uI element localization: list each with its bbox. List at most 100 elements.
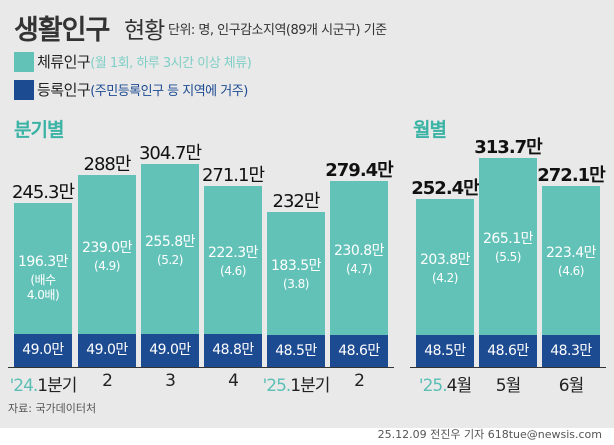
bar: 183.5만 (3.8) 48.5만	[267, 212, 325, 367]
legend-label: 등록인구	[37, 81, 91, 99]
stay-value: 183.5만	[271, 258, 321, 275]
bar: 223.4만 (4.6) 48.3만	[542, 185, 600, 367]
multiplier-label: (3.8)	[283, 277, 309, 292]
year-prefix: '24.	[9, 376, 39, 396]
unit-note: 단위: 명, 인구감소지역(89개 시군구) 기준	[168, 23, 387, 38]
x-tick-label: 3	[130, 371, 210, 391]
bar-segment-registered: 48.5만	[267, 334, 325, 367]
stay-value: 196.3만	[18, 253, 68, 270]
bar-segment-registered: 48.8만	[204, 334, 262, 367]
period-label: 4	[228, 371, 239, 391]
stay-label: 239.0만 (4.9)	[78, 237, 136, 274]
x-tick-label: 5월	[468, 371, 548, 396]
total-label: 232만	[272, 191, 321, 213]
stay-value: 222.3만	[208, 245, 258, 262]
bar-segment-stay	[141, 163, 199, 335]
stay-value: 255.8만	[145, 234, 195, 251]
bar: 265.1만 (5.5) 48.6만	[479, 157, 537, 367]
stay-value: 230.8만	[334, 242, 384, 259]
stay-label: 196.3만 (배수 4.0배)	[14, 251, 72, 303]
period-label: 2	[102, 371, 113, 391]
stay-value: 265.1만	[483, 231, 533, 248]
total-label: 252.4만	[411, 177, 480, 199]
credit-line: 25.12.09 전진우 기자 618tue@newsis.com	[377, 428, 602, 441]
chart-title: 생활인구	[14, 15, 110, 46]
x-tick-label: '25.1분기	[256, 371, 336, 396]
total-label: 313.7만	[474, 136, 543, 158]
total-label: 288만	[83, 153, 132, 175]
legend-note: (주민등록인구 등 지역에 거주)	[90, 84, 248, 99]
period-label: 4월	[446, 376, 472, 396]
stay-label: 203.8만 (4.2)	[416, 249, 474, 286]
multiplier-label: (4.9)	[94, 258, 120, 273]
stay-value: 203.8만	[420, 251, 470, 268]
legend-item-stay: 체류인구 (월 1회, 하루 3시간 이상 체류)	[14, 51, 252, 72]
registered-value: 48.6만	[338, 342, 380, 359]
legend-label: 체류인구	[37, 53, 91, 71]
bar-segment-stay	[542, 185, 600, 335]
bar-segment-stay	[204, 186, 262, 335]
section-quarterly: 분기별	[14, 119, 64, 141]
registered-value: 48.6만	[487, 342, 529, 359]
bar-segment-registered: 48.6만	[330, 334, 388, 367]
year-prefix: '25.	[262, 376, 292, 396]
multiplier-label: (4.6)	[220, 264, 246, 279]
chart-panel: 생활인구 현황 단위: 명, 인구감소지역(89개 시군구) 기준 체류인구 (…	[0, 0, 614, 428]
bar: 203.8만 (4.2) 48.5만	[416, 198, 474, 367]
axis-line-monthly	[410, 367, 606, 368]
stay-value: 223.4만	[546, 245, 596, 262]
bar: 196.3만 (배수 4.0배) 49.0만	[14, 203, 72, 367]
chart-title-suffix: 현황	[124, 18, 165, 44]
period-label: 3	[165, 371, 176, 391]
multiplier-label: (4.6)	[558, 264, 584, 279]
registered-value: 48.8만	[212, 342, 254, 359]
x-tick-label: 2	[319, 371, 399, 391]
period-label: 1분기	[37, 376, 77, 396]
total-label: 245.3만	[11, 182, 75, 204]
bar-segment-stay	[14, 203, 72, 335]
stay-value: 239.0만	[82, 239, 132, 256]
total-label: 272.1만	[537, 164, 606, 186]
stay-label: 230.8만 (4.7)	[330, 240, 388, 277]
legend-note: (월 1회, 하루 3시간 이상 체류)	[90, 56, 252, 71]
registered-value: 48.3만	[550, 342, 592, 359]
bar: 222.3만 (4.6) 48.8만	[204, 186, 262, 367]
period-label: 2	[354, 371, 365, 391]
x-tick-label: 4	[193, 371, 273, 391]
legend-item-registered: 등록인구 (주민등록인구 등 지역에 거주)	[14, 79, 248, 100]
stay-label: 265.1만 (5.5)	[479, 228, 537, 265]
bar-segment-stay	[479, 157, 537, 335]
bar-segment-registered: 48.6만	[479, 334, 537, 367]
registered-value: 49.0만	[86, 342, 128, 359]
period-label: 5월	[495, 376, 521, 396]
x-tick-label: 6월	[531, 371, 611, 396]
stay-label: 255.8만 (5.2)	[141, 231, 199, 268]
x-tick-label: '24.1분기	[3, 371, 83, 396]
period-label: 1분기	[290, 376, 330, 396]
multiplier-label: (5.5)	[495, 250, 521, 265]
section-monthly: 월별	[413, 119, 447, 141]
bar-segment-registered: 49.0만	[14, 334, 72, 367]
multiplier-label: (4.7)	[346, 261, 372, 276]
legend-swatch-navy	[14, 79, 34, 100]
registered-value: 49.0만	[22, 342, 64, 359]
bar-segment-stay	[416, 198, 474, 335]
legend-swatch-teal	[14, 51, 34, 72]
bar: 239.0만 (4.9) 49.0만	[78, 174, 136, 367]
multiplier-label: (4.2)	[432, 270, 458, 285]
registered-value: 48.5만	[424, 342, 466, 359]
year-prefix: '25.	[418, 376, 448, 396]
total-label: 279.4만	[325, 159, 394, 181]
registered-value: 49.0만	[149, 342, 191, 359]
stay-label: 223.4만 (4.6)	[542, 242, 600, 279]
total-label: 271.1만	[201, 165, 265, 187]
source-note: 자료: 국가데이터처	[8, 402, 97, 415]
axis-line-quarterly	[8, 367, 394, 368]
period-label: 6월	[558, 376, 584, 396]
stay-label: 222.3만 (4.6)	[204, 242, 262, 279]
bar-segment-stay	[267, 212, 325, 335]
bar: 255.8만 (5.2) 49.0만	[141, 163, 199, 367]
multiplier-label: (5.2)	[157, 253, 183, 268]
bar-segment-registered: 49.0만	[78, 334, 136, 367]
bar-segment-registered: 48.5만	[416, 334, 474, 367]
